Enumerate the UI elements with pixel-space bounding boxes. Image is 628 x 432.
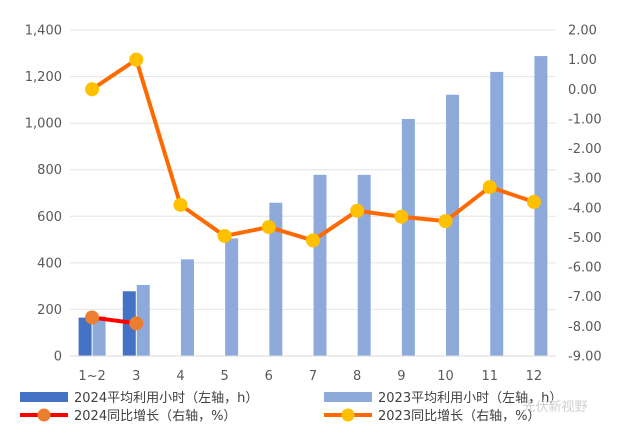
left-tick-label: 800 [37, 163, 62, 178]
bar [313, 174, 327, 356]
x-tick-label: 6 [265, 369, 273, 384]
bar [269, 202, 283, 356]
left-tick-label: 0 [54, 350, 62, 365]
x-tick-label: 11 [481, 369, 498, 384]
bar [180, 259, 194, 356]
legend-label: 2024平均利用小时（左轴，h） [74, 391, 258, 406]
bar [136, 284, 150, 356]
bar [490, 71, 504, 357]
line-point [482, 180, 497, 195]
line-point [438, 214, 453, 229]
left-tick-label: 200 [37, 303, 62, 318]
bar [446, 94, 460, 356]
line-point [526, 194, 541, 209]
x-tick-label: 3 [132, 369, 140, 384]
right-tick-label: -3.00 [568, 172, 602, 187]
bars [78, 56, 548, 357]
right-tick-label: -4.00 [568, 201, 602, 216]
bar [401, 118, 415, 356]
right-tick-label: 2.00 [568, 24, 597, 39]
x-tick-label: 12 [526, 369, 543, 384]
right-tick-label: -8.00 [568, 320, 602, 335]
line-point [306, 233, 320, 248]
line-point [173, 197, 188, 212]
x-tick-label: 5 [220, 369, 228, 384]
x-tick-label: 8 [353, 369, 361, 384]
left-axis-ticks: 0 200 400 600 800 1,000 1,200 1,400 [25, 24, 62, 365]
legend: 2024平均利用小时（左轴，h） 2023平均利用小时（左轴，h） 2024同比增长… [20, 391, 562, 424]
x-tick-label: 1~2 [78, 369, 105, 384]
left-tick-label: 1,200 [25, 70, 62, 85]
legend-swatch [20, 392, 68, 402]
right-tick-label: 1.00 [568, 53, 597, 68]
series-line [90, 57, 536, 243]
legend-swatch [324, 392, 372, 402]
line-point [85, 82, 100, 97]
line-point [129, 52, 144, 67]
x-tick-label: 10 [437, 369, 454, 384]
x-axis-ticks: 1~2 3 4 5 6 7 8 9 10 11 12 [78, 369, 542, 384]
right-tick-label: -5.00 [568, 231, 602, 246]
bar [534, 56, 548, 357]
lines [85, 52, 541, 331]
x-tick-label: 7 [309, 369, 317, 384]
legend-label: 2024同比增长（右轴，%） [74, 409, 236, 424]
legend-marker [341, 408, 355, 422]
bar [78, 317, 92, 356]
gridlines [70, 29, 556, 310]
right-tick-label: 0.00 [568, 83, 597, 98]
right-tick-label: -2.00 [568, 142, 602, 157]
bar [92, 316, 106, 356]
left-tick-label: 1,400 [25, 24, 62, 39]
line-point [394, 209, 409, 224]
right-tick-label: -7.00 [568, 290, 602, 305]
right-tick-label: -6.00 [568, 261, 602, 276]
line-point [217, 228, 232, 243]
x-tick-label: 9 [397, 369, 405, 384]
line-point [350, 203, 365, 218]
watermark: 光伏新视野 [522, 399, 587, 415]
line-point [261, 220, 276, 235]
line-point [129, 316, 144, 331]
series-line [90, 315, 139, 326]
left-tick-label: 1,000 [25, 117, 62, 132]
bar [357, 174, 371, 356]
legend-label: 2023平均利用小时（左轴，h） [378, 391, 562, 406]
x-tick-label: 4 [176, 369, 184, 384]
legend-label: 2023同比增长（右轴，%） [378, 409, 540, 424]
left-tick-label: 400 [37, 256, 62, 271]
right-tick-label: -1.00 [568, 112, 602, 127]
line-point [85, 310, 100, 325]
legend-marker [37, 408, 51, 422]
bar [225, 238, 239, 356]
left-tick-label: 600 [37, 210, 62, 225]
right-axis-ticks: -9.00 -8.00 -7.00 -6.00 -5.00 -4.00 -3.00 -2.00… [568, 24, 602, 365]
right-tick-label: -9.00 [568, 350, 602, 365]
